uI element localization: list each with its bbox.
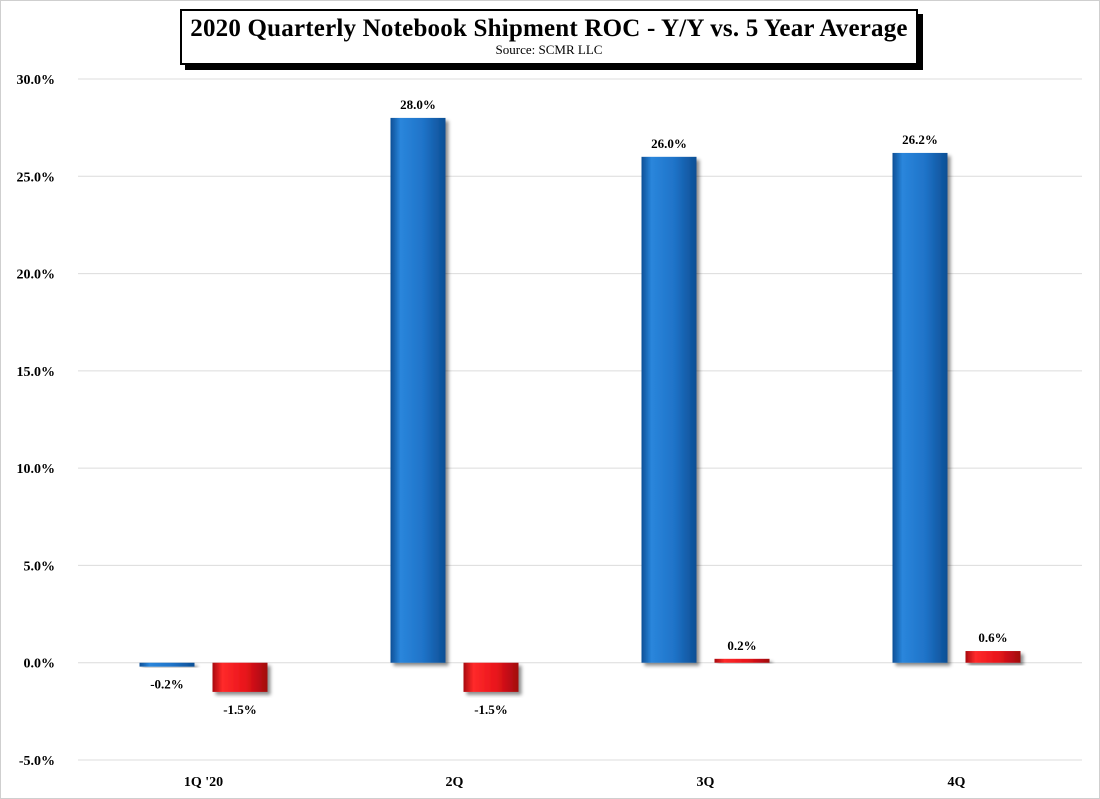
- data-label: 0.6%: [978, 630, 1007, 645]
- x-tick-label: 1Q '20: [184, 775, 223, 790]
- chart-subtitle: Source: SCMR LLC: [495, 42, 603, 57]
- y-tick-label: 20.0%: [17, 268, 56, 283]
- bar-vs-avg: [714, 658, 770, 663]
- bar-yy: [892, 152, 948, 663]
- data-label: 26.0%: [651, 136, 687, 151]
- bars: [139, 117, 1021, 692]
- y-tick-label: -5.0%: [19, 754, 55, 769]
- x-tick-label: 2Q: [446, 775, 464, 790]
- data-label: -1.5%: [474, 702, 508, 717]
- data-labels: -0.2% -1.5% 28.0% -1.5% 26.0% 0.2% 26.2% 0.6%: [150, 97, 1007, 717]
- bar-vs-avg: [212, 662, 268, 692]
- bar-yy: [139, 662, 195, 667]
- data-label: 26.2%: [902, 132, 938, 147]
- bar-yy: [641, 156, 697, 663]
- x-axis-ticks: 1Q '20 2Q 3Q 4Q: [184, 775, 966, 790]
- data-label: -0.2%: [150, 677, 184, 692]
- x-tick-label: 3Q: [697, 775, 715, 790]
- chart-title-box: 2020 Quarterly Notebook Shipment ROC - Y…: [180, 9, 918, 65]
- x-tick-label: 4Q: [948, 775, 966, 790]
- bar-vs-avg: [965, 651, 1021, 663]
- data-label: 0.2%: [727, 638, 756, 653]
- chart-title: 2020 Quarterly Notebook Shipment ROC - Y…: [190, 15, 908, 42]
- y-tick-label: 0.0%: [24, 657, 56, 672]
- y-tick-label: 30.0%: [17, 73, 56, 88]
- bar-vs-avg: [463, 662, 519, 692]
- data-label: -1.5%: [223, 702, 257, 717]
- y-tick-label: 25.0%: [17, 170, 56, 185]
- y-axis-ticks: 30.0% 25.0% 20.0% 15.0% 10.0% 5.0% 0.0% -5.0%: [17, 73, 56, 769]
- data-label: 28.0%: [400, 97, 436, 112]
- y-tick-label: 15.0%: [17, 365, 56, 380]
- y-tick-label: 10.0%: [17, 462, 56, 477]
- y-tick-label: 5.0%: [24, 559, 56, 574]
- bar-yy: [390, 117, 446, 663]
